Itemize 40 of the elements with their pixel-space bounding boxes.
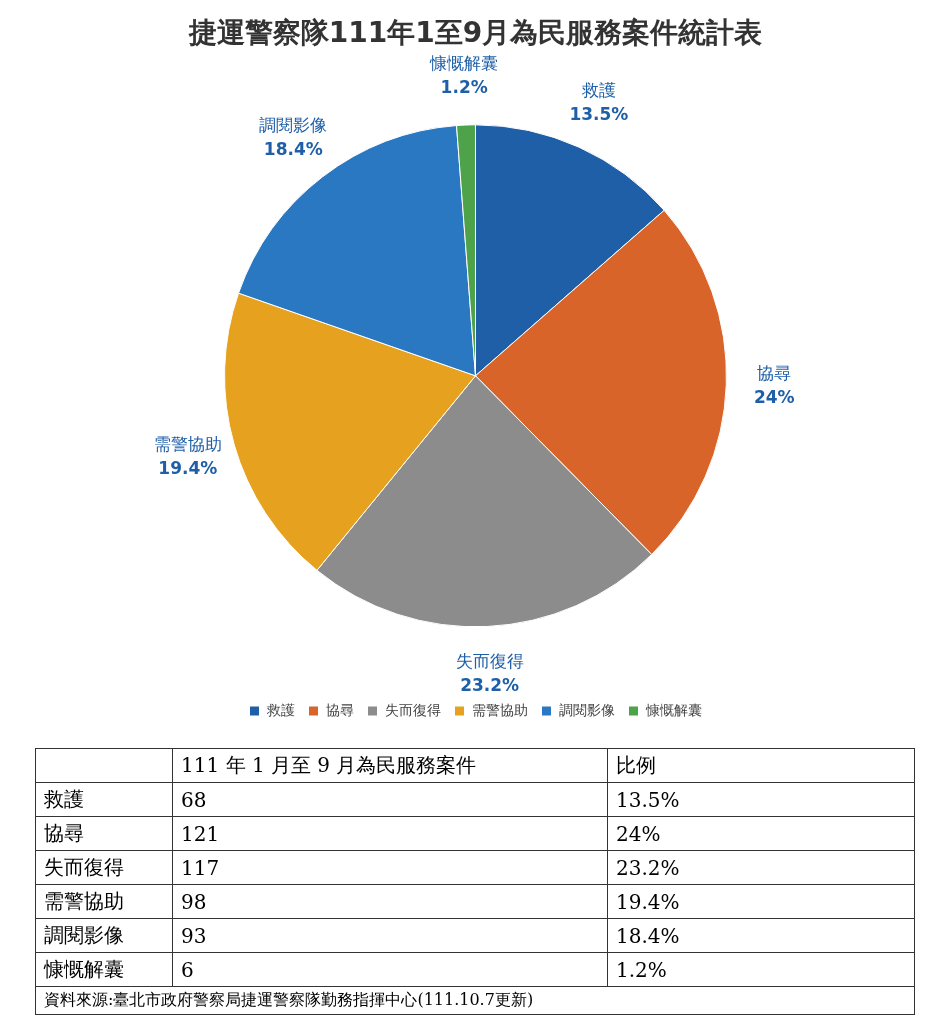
- category-label: 需警協助: [35, 884, 173, 919]
- data-label: 23.2%: [460, 674, 520, 695]
- slice-label: 需警協助: [153, 433, 222, 454]
- data-label: 98: [172, 884, 608, 919]
- data-label: 68: [172, 782, 608, 817]
- category-label: 協尋: [35, 816, 173, 851]
- category-label: 慷慨解囊: [35, 952, 173, 987]
- slice-label: 調閱影像: [259, 115, 328, 136]
- slice-label: 協尋: [757, 363, 792, 384]
- data-label: 13.5%: [569, 103, 629, 124]
- text: 比例: [607, 748, 915, 783]
- legend-label: 協尋: [325, 701, 354, 718]
- source-note: 資料來源:臺北市政府警察局捷運警察隊勤務指揮中心(111.10.7更新): [35, 986, 915, 1015]
- data-label: 24%: [607, 816, 915, 851]
- slice-label: 慷慨解囊: [429, 53, 499, 74]
- data-label: 1.2%: [440, 77, 488, 98]
- legend-label: 失而復得: [384, 701, 441, 718]
- data-label: 117: [172, 850, 608, 885]
- category-label: 失而復得: [35, 850, 173, 885]
- legend-label: 慷慨解囊: [644, 701, 702, 718]
- category-label: 調閱影像: [35, 918, 173, 953]
- data-label: 23.2%: [607, 850, 915, 885]
- data-label: 121: [172, 816, 608, 851]
- data-label: 93: [172, 918, 608, 953]
- data-label: 13.5%: [607, 782, 915, 817]
- slice-label: 救護: [580, 79, 616, 100]
- data-label: 18.4%: [263, 139, 323, 160]
- legend-label: 需警協助: [471, 701, 528, 718]
- data-label: 24%: [753, 387, 795, 408]
- category-label: 救護: [35, 782, 173, 817]
- legend-label: 調閱影像: [558, 701, 615, 718]
- text: 111 年 1 月至 9 月為民服務案件: [172, 748, 608, 783]
- data-label: 19.4%: [607, 884, 915, 919]
- slice-label: 失而復得: [455, 650, 524, 671]
- data-label: 18.4%: [607, 918, 915, 953]
- data-label: 19.4%: [158, 457, 218, 478]
- data-label: 6: [172, 952, 608, 987]
- chart-title: 捷運警察隊111年1至9月為民服務案件統計表: [187, 16, 763, 50]
- legend-label: 救護: [265, 701, 295, 718]
- data-label: 1.2%: [607, 952, 915, 987]
